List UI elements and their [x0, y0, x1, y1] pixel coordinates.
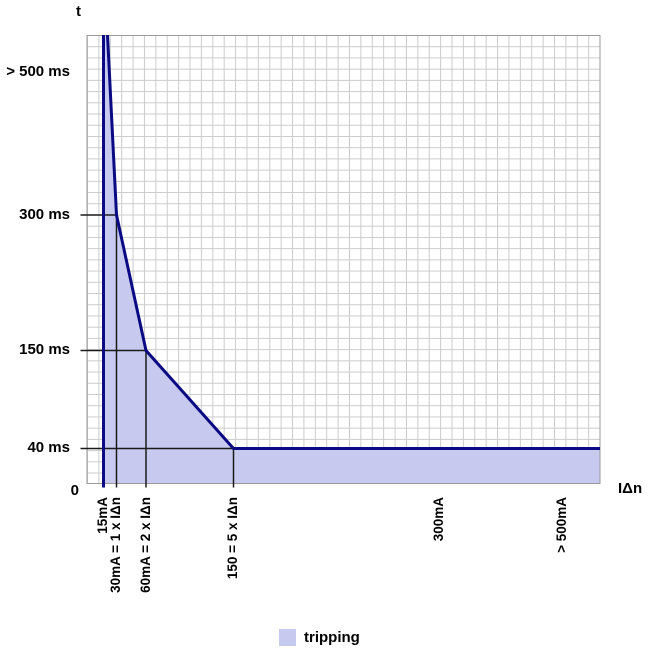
x-axis-title: IΔn: [618, 480, 643, 497]
y-tick-label-40ms: 40 ms: [27, 439, 70, 456]
tripping-region-fill: [103, 35, 600, 484]
x-tick-label-30mA: 30mA = 1 x IΔn: [108, 497, 123, 593]
x-tick-label-60mA: 60mA = 2 x IΔn: [138, 497, 153, 593]
y-axis-title: t: [76, 3, 81, 20]
y-tick-label-150ms: 150 ms: [19, 341, 70, 358]
x-tick-label-300mA: 300mA: [431, 497, 446, 542]
legend-swatch-tripping: [279, 629, 296, 646]
x-tick-label-150mA: 150 = 5 x IΔn: [225, 497, 240, 580]
legend-label-tripping: tripping: [304, 629, 360, 646]
tripping-time-curve: [106, 35, 600, 450]
tripping-curve-layer: [80, 35, 601, 488]
y-tick-label-300ms: 300 ms: [19, 206, 70, 223]
legend: tripping: [279, 629, 360, 646]
plot-border: [86, 35, 601, 484]
y-tick-label-0: 0: [70, 482, 79, 499]
y-tick-label-gt500ms: > 500 ms: [6, 63, 70, 80]
x-tick-label-gt500mA: > 500mA: [554, 497, 569, 553]
